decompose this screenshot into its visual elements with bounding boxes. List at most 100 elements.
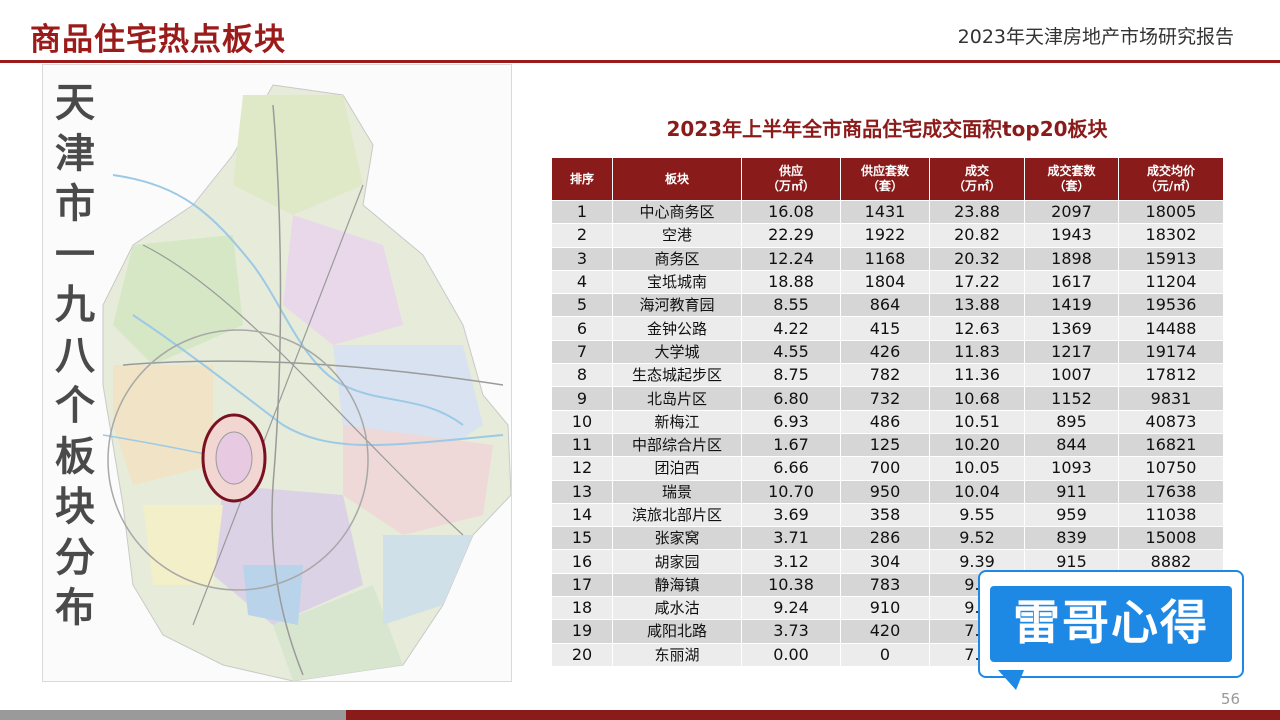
cell-rank: 12	[551, 456, 613, 481]
cell-avg-price: 14488	[1118, 316, 1224, 341]
cell-block: 空港	[612, 223, 742, 248]
cell-block: 东丽湖	[612, 642, 742, 667]
cell-deal: 9.39	[929, 549, 1025, 574]
cell-deal: 9.55	[929, 502, 1025, 528]
cell-deal-units: 1007	[1024, 363, 1119, 388]
cell-rank: 9	[551, 386, 613, 411]
cell-rank: 18	[551, 596, 613, 621]
cell-deal: 13.88	[929, 293, 1025, 318]
badge-speech-tail	[998, 670, 1024, 690]
cell-block: 瑞景	[612, 479, 742, 504]
column-header-block: 板块	[612, 157, 742, 201]
cell-block: 商务区	[612, 246, 742, 271]
column-header-supply: 供应 （万㎡）	[741, 157, 841, 201]
cell-block: 咸阳北路	[612, 619, 742, 644]
cell-avg-price: 17638	[1118, 479, 1224, 504]
table-row: 15 张家窝 3.71 286 9.52 839 15008	[551, 526, 1224, 551]
cell-supply-units: 910	[840, 596, 930, 621]
column-header-deal: 成交 （万㎡）	[929, 157, 1025, 201]
cell-supply: 8.75	[741, 363, 841, 388]
table-title: 2023年上半年全市商品住宅成交面积top20板块	[666, 117, 1108, 141]
cell-supply: 6.93	[741, 409, 841, 434]
map-title-char: 九	[55, 282, 95, 328]
cell-deal: 10.05	[929, 456, 1025, 481]
cell-avg-price: 19174	[1118, 339, 1224, 365]
table-row: 5 海河教育园 8.55 864 13.88 1419 19536	[551, 293, 1224, 318]
cell-rank: 17	[551, 572, 613, 598]
cell-supply-units: 486	[840, 409, 930, 434]
report-name: 2023年天津房地产市场研究报告	[957, 26, 1234, 48]
cell-supply-units: 732	[840, 386, 930, 411]
cell-deal: 20.32	[929, 246, 1025, 271]
cell-block: 张家窝	[612, 526, 742, 551]
column-header-supply-units: 供应套数 （套）	[840, 157, 930, 201]
title-divider	[0, 60, 1280, 63]
column-header-rank: 排序	[551, 157, 613, 201]
cell-supply-units: 0	[840, 642, 930, 667]
cell-deal: 11.36	[929, 363, 1025, 388]
cell-deal-units: 1617	[1024, 269, 1119, 295]
page-number: 56	[1220, 690, 1240, 708]
map-title-char: 分	[55, 534, 95, 581]
cell-deal: 10.51	[929, 409, 1025, 434]
cell-supply-units: 420	[840, 619, 930, 644]
map-graphic	[102, 84, 511, 681]
table-row: 3 商务区 12.24 1168 20.32 1898 15913	[551, 246, 1224, 271]
column-header-avg-price: 成交均价 （元/㎡）	[1118, 157, 1224, 201]
table-row: 10 新梅江 6.93 486 10.51 895 40873	[551, 409, 1224, 434]
cell-deal: 10.04	[929, 479, 1025, 504]
column-header-deal-units: 成交套数 （套）	[1024, 157, 1119, 201]
map-title-char: 天	[55, 80, 95, 126]
cell-supply: 16.08	[741, 199, 841, 225]
cell-supply: 18.88	[741, 269, 841, 295]
page-title: 商品住宅热点板块	[30, 22, 286, 58]
cell-deal-units: 1943	[1024, 223, 1119, 248]
cell-avg-price: 16821	[1118, 432, 1224, 458]
footer-bar-red	[346, 710, 1280, 720]
cell-deal: 10.68	[929, 386, 1025, 411]
map-title-char: 布	[55, 585, 95, 631]
map-title-char: 一	[55, 231, 95, 278]
cell-block: 咸水沽	[612, 596, 742, 621]
cell-avg-price: 18005	[1118, 199, 1224, 225]
cell-rank: 13	[551, 479, 613, 504]
cell-supply: 1.67	[741, 432, 841, 458]
cell-supply-units: 783	[840, 572, 930, 598]
cell-avg-price: 9831	[1118, 386, 1224, 411]
cell-supply-units: 426	[840, 339, 930, 365]
cell-block: 静海镇	[612, 572, 742, 598]
table-row: 4 宝坻城南 18.88 1804 17.22 1617 11204	[551, 269, 1224, 295]
cell-deal: 17.22	[929, 269, 1025, 295]
footer-bar-gray	[0, 710, 346, 720]
cell-rank: 10	[551, 409, 613, 434]
cell-avg-price: 10750	[1118, 456, 1224, 481]
cell-block: 中心商务区	[612, 199, 742, 225]
cell-deal-units: 959	[1024, 502, 1119, 528]
cell-avg-price: 40873	[1118, 409, 1224, 434]
cell-deal-units: 1369	[1024, 316, 1119, 341]
tianjin-block-map	[42, 64, 512, 682]
cell-supply: 4.22	[741, 316, 841, 341]
cell-supply: 9.24	[741, 596, 841, 621]
cell-avg-price: 17812	[1118, 363, 1224, 388]
cell-rank: 14	[551, 502, 613, 528]
cell-deal-units: 1152	[1024, 386, 1119, 411]
map-title-char: 个	[55, 383, 95, 429]
cell-deal-units: 844	[1024, 432, 1119, 458]
table-row: 14 滨旅北部片区 3.69 358 9.55 959 11038	[551, 502, 1224, 528]
cell-block: 胡家园	[612, 549, 742, 574]
cell-rank: 6	[551, 316, 613, 341]
cell-block: 中部综合片区	[612, 432, 742, 458]
cell-avg-price: 11204	[1118, 269, 1224, 295]
cell-supply: 6.66	[741, 456, 841, 481]
map-title-char: 块	[55, 484, 95, 530]
cell-deal-units: 911	[1024, 479, 1119, 504]
cell-deal: 20.82	[929, 223, 1025, 248]
cell-deal-units: 1093	[1024, 456, 1119, 481]
cell-deal-units: 915	[1024, 549, 1119, 574]
cell-supply: 0.00	[741, 642, 841, 667]
table-row: 1 中心商务区 16.08 1431 23.88 2097 18005	[551, 199, 1224, 225]
cell-block: 北岛片区	[612, 386, 742, 411]
cell-supply-units: 415	[840, 316, 930, 341]
cell-rank: 3	[551, 246, 613, 271]
